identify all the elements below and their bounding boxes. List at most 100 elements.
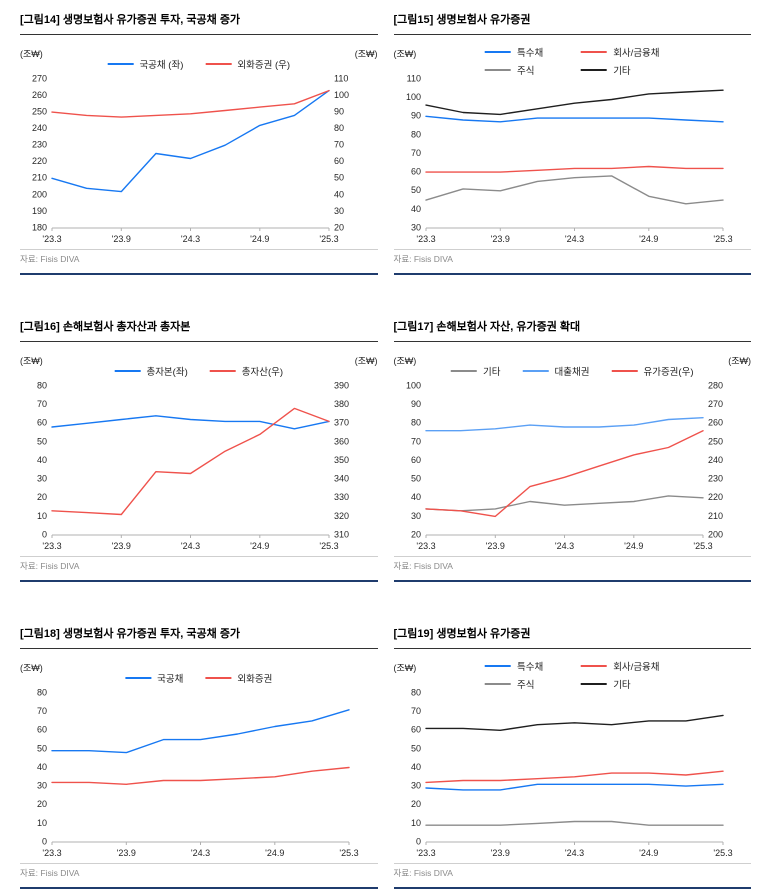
- x-axis-tick-label: '24.3: [191, 848, 210, 858]
- figure-panel-14: [그림14] 생명보험사 유가증권 투자, 국공채 증가 (조₩) (조₩) 국…: [20, 8, 378, 275]
- left-axis-tick-label: 30: [37, 780, 47, 790]
- legend-line-marker: [484, 51, 511, 53]
- x-axis-tick-label: '23.9: [490, 234, 509, 244]
- left-axis-tick-label: 240: [32, 123, 47, 133]
- legend-item: 주식: [484, 677, 534, 691]
- left-axis-unit-label: (조₩): [393, 49, 417, 59]
- right-axis-tick-label: 70: [334, 140, 344, 150]
- legend-item: 회사/금융채: [581, 45, 660, 59]
- x-axis-tick-label: '23.9: [485, 541, 504, 551]
- right-axis-tick-label: 280: [708, 380, 723, 390]
- x-axis-tick-label: '25.3: [713, 234, 732, 244]
- legend-item: 특수채: [484, 659, 543, 673]
- left-axis-tick-label: 60: [410, 166, 420, 176]
- left-axis-tick-label: 60: [410, 725, 420, 735]
- left-axis-tick-label: 200: [32, 189, 47, 199]
- chart-canvas: (조₩) (조₩) 국공채 (좌) 외화증권 (우) 180 190 200 210 22…: [20, 35, 378, 247]
- left-axis-tick-label: 180: [32, 222, 47, 232]
- left-axis-tick-label: 40: [37, 455, 47, 465]
- series-line: [51, 407, 330, 516]
- series-line: [424, 89, 724, 116]
- left-axis-tick-label: 110: [406, 73, 420, 83]
- legend-line-marker: [451, 370, 478, 372]
- legend-label: 유가증권(우): [643, 367, 694, 378]
- right-axis-tick-label: 200: [708, 529, 723, 539]
- figure-panel-18: [그림18] 생명보험사 유가증권 투자, 국공채 증가 (조₩) 국공채 외화증…: [20, 622, 378, 889]
- left-axis-tick-label: 40: [37, 762, 47, 772]
- right-axis-tick-label: 240: [708, 455, 723, 465]
- legend-item: 총자본(좌): [114, 364, 188, 378]
- left-axis-tick-label: 190: [32, 206, 47, 216]
- left-axis-tick-label: 70: [410, 148, 420, 158]
- left-axis-tick-label: 10: [410, 818, 420, 828]
- chart-legend: 국공채 (좌) 외화증권 (우): [107, 57, 290, 71]
- legend-label: 외화증권 (우): [237, 60, 291, 71]
- series-line: [424, 770, 724, 784]
- right-axis-tick-label: 260: [708, 418, 723, 428]
- legend-item: 대출채권: [522, 364, 589, 378]
- legend-item: 기타: [581, 677, 631, 691]
- x-axis-tick-label: '24.3: [181, 234, 200, 244]
- left-axis-tick-label: 30: [410, 511, 420, 521]
- left-axis-tick-label: 80: [410, 418, 420, 428]
- right-axis-tick-label: 40: [334, 189, 344, 199]
- legend-label: 총자본(좌): [146, 367, 188, 378]
- source-caption: 자료: Fisis DIVA: [393, 249, 751, 275]
- figure-panel-19: [그림19] 생명보험사 유가증권 (조₩) 특수채 회사/금융채 주식 기타 0 10…: [393, 622, 752, 889]
- chart-svg: 0 10 20 30 40 50 60 70 80 310 320 330 340 350 360 370 38…: [37, 380, 349, 551]
- left-axis-tick-label: 20: [410, 799, 420, 809]
- legend-line-marker: [522, 370, 549, 372]
- x-axis-tick-label: '24.9: [265, 848, 284, 858]
- left-axis-tick-label: 90: [410, 111, 420, 121]
- legend-item: 외화증권 (우): [205, 57, 290, 71]
- legend-label: 국공채: [157, 674, 184, 685]
- left-axis-tick-label: 220: [32, 156, 47, 166]
- source-caption: 자료: Fisis DIVA: [393, 556, 751, 582]
- legend-label: 기타: [613, 66, 631, 77]
- line-chart: 180 190 200 210 220 230 240 250 260 270 20 30 40 50 60…: [20, 73, 378, 245]
- left-axis-tick-label: 30: [410, 222, 420, 232]
- legend-item: 외화증권: [205, 671, 272, 685]
- left-axis-tick-label: 50: [410, 743, 420, 753]
- legend-line-marker: [484, 665, 511, 667]
- right-axis-tick-label: 360: [334, 436, 349, 446]
- x-axis-tick-label: '24.3: [181, 541, 200, 551]
- right-axis-tick-label: 210: [708, 511, 723, 521]
- left-axis-tick-label: 20: [37, 492, 47, 502]
- figure-title: [그림14] 생명보험사 유가증권 투자, 국공채 증가: [20, 8, 378, 35]
- legend-label: 회사/금융채: [613, 48, 660, 59]
- legend-line-marker: [581, 51, 608, 53]
- x-axis-tick-label: '25.3: [713, 848, 732, 858]
- series-line: [424, 115, 724, 123]
- right-axis-tick-label: 350: [334, 455, 349, 465]
- figure-panel-16: [그림16] 손해보험사 총자산과 총자본 (조₩) (조₩) 총자본(좌) 총자…: [20, 315, 378, 582]
- figure-title: [그림17] 손해보험사 자산, 유가증권 확대: [393, 315, 751, 342]
- legend-line-marker: [107, 63, 134, 65]
- x-axis-tick-label: '25.3: [693, 541, 712, 551]
- legend-item: 기타: [581, 63, 631, 77]
- left-axis-tick-label: 50: [410, 185, 420, 195]
- series-line: [51, 709, 350, 754]
- legend-item: 국공채: [125, 671, 183, 685]
- x-axis-tick-label: '25.3: [319, 541, 338, 551]
- left-axis-tick-label: 50: [410, 473, 420, 483]
- x-axis-tick-label: '24.9: [639, 234, 658, 244]
- series-line: [424, 714, 724, 731]
- figure-title: [그림18] 생명보험사 유가증권 투자, 국공채 증가: [20, 622, 378, 649]
- legend-line-marker: [611, 370, 638, 372]
- left-axis-tick-label: 60: [37, 725, 47, 735]
- x-axis-tick-label: '24.9: [250, 234, 269, 244]
- x-axis-tick-label: '23.3: [42, 541, 61, 551]
- x-axis-tick-label: '23.9: [117, 848, 136, 858]
- chart-svg: 30 40 50 60 70 80 90 100 110 '23.3 '23.9 '24.3 '24.9…: [405, 73, 732, 244]
- chart-svg: 180 190 200 210 220 230 240 250 260 270 20 30 40 50 60…: [32, 73, 349, 244]
- left-axis-tick-label: 20: [410, 529, 420, 539]
- source-caption: 자료: Fisis DIVA: [393, 863, 751, 889]
- left-axis-tick-label: 40: [410, 492, 420, 502]
- legend-label: 회사/금융채: [613, 662, 660, 673]
- chart-canvas: (조₩) 특수채 회사/금융채 주식 기타 0 10 20 30 40 50 60 70 80 '23.…: [394, 649, 752, 861]
- legend-line-marker: [114, 370, 141, 372]
- series-line: [424, 175, 724, 205]
- series-line: [424, 783, 724, 791]
